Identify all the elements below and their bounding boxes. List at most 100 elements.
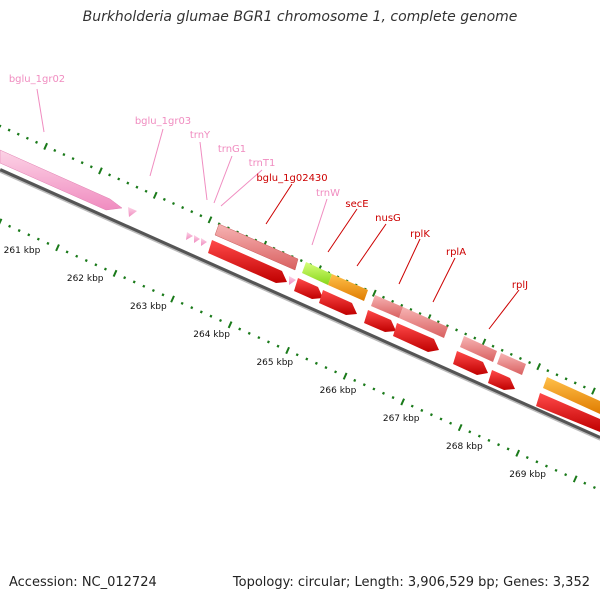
minor-tick [429, 413, 433, 417]
minor-tick [35, 140, 39, 144]
minor-tick [546, 369, 550, 373]
minor-tick [181, 206, 185, 210]
cds-feature-rplj-b [488, 370, 515, 390]
gene-label: bglu_1g02430 [256, 173, 327, 184]
minor-tick [53, 148, 57, 153]
minor-tick [257, 336, 261, 340]
minor-tick [135, 185, 139, 189]
minor-tick [123, 276, 127, 280]
minor-tick [491, 344, 495, 348]
minor-tick [334, 370, 338, 374]
minor-tick [71, 157, 75, 161]
minor-tick [420, 408, 424, 412]
gene-feature-rpla [399, 307, 448, 338]
label-leaders [36, 88, 520, 330]
orange-feature-sece [328, 274, 368, 301]
minor-tick [436, 320, 440, 324]
rna-feature-trny [186, 232, 193, 240]
major-tick [400, 398, 405, 406]
minor-tick [353, 378, 357, 382]
minor-tick [46, 241, 50, 245]
minor-tick [219, 318, 222, 323]
gene-feature-rplk [371, 295, 403, 318]
minor-tick [400, 303, 404, 307]
kbp-label: 263 kbp [130, 302, 167, 312]
minor-tick [27, 233, 31, 237]
minor-tick [199, 214, 203, 218]
minor-tick [62, 153, 66, 157]
rna-feature-bglu-1gr02 [0, 149, 123, 211]
gene-label: trnG1 [218, 144, 246, 155]
kbp-label: 265 kbp [256, 358, 293, 368]
minor-tick [266, 340, 270, 344]
minor-tick [190, 306, 194, 310]
feature-track [0, 149, 600, 432]
cds-feature-bglu-1g02430 [208, 240, 287, 283]
gene-label: secE [345, 199, 368, 210]
major-tick [536, 363, 542, 371]
gene-label: nusG [375, 213, 401, 224]
minor-tick [439, 417, 443, 421]
cds-feature-sece [294, 278, 323, 299]
kbp-labels: 261 kbp 262 kbp 263 kbp 264 kbp 265 kbp 266 k… [4, 246, 547, 480]
minor-tick [555, 373, 559, 377]
kbp-label: 262 kbp [67, 274, 104, 284]
minor-tick [295, 353, 299, 357]
minor-tick [65, 250, 69, 254]
minor-tick [80, 161, 84, 165]
major-tick [43, 142, 48, 150]
major-tick [515, 449, 521, 457]
rna-feature-trnw [289, 276, 296, 285]
green-feature [302, 262, 332, 285]
minor-tick [7, 128, 11, 132]
minor-tick [25, 136, 29, 140]
minor-tick [238, 327, 242, 331]
cds-feature-rpla [393, 323, 439, 352]
cds-feature-rplk [364, 310, 396, 332]
kbp-label: 268 kbp [446, 442, 483, 452]
rna-feature-trnt1 [201, 238, 207, 246]
minor-tick [554, 468, 558, 472]
minor-tick [17, 229, 21, 233]
gene-label: bglu_1gr02 [9, 74, 65, 85]
minor-tick [190, 210, 194, 214]
major-tick [170, 295, 175, 303]
major-tick [342, 372, 348, 380]
minor-tick [126, 181, 130, 185]
minor-tick [362, 383, 366, 387]
minor-tick [592, 485, 596, 490]
rna-feature-trng1 [194, 235, 200, 243]
gene-label: trnT1 [249, 158, 276, 169]
major-tick [98, 167, 103, 175]
minor-tick [381, 391, 385, 395]
gene-label: rplJ [512, 280, 528, 291]
cds-feature-nusg [319, 290, 357, 315]
major-tick [55, 244, 60, 252]
minor-tick [381, 295, 385, 299]
kbp-label: 267 kbp [383, 414, 420, 424]
minor-tick [455, 328, 459, 332]
cds-feature-rplj-a [453, 351, 488, 375]
major-tick [152, 191, 158, 199]
minor-tick [89, 165, 93, 169]
minor-tick [573, 381, 577, 385]
major-tick [372, 289, 377, 297]
minor-tick [506, 447, 510, 451]
minor-tick [314, 361, 318, 365]
gene-label: trnY [190, 130, 211, 141]
minor-tick [582, 385, 586, 389]
minor-tick [449, 421, 453, 425]
minor-tick [144, 189, 148, 193]
minor-tick [583, 481, 587, 485]
minor-tick [199, 310, 203, 314]
minor-tick [372, 387, 376, 391]
minor-tick [468, 430, 472, 434]
minor-tick [108, 173, 112, 177]
major-tick [457, 423, 463, 432]
minor-tick [324, 366, 328, 370]
minor-tick [487, 438, 491, 442]
minor-tick [535, 460, 539, 464]
minor-tick [418, 312, 422, 316]
major-tick [112, 269, 118, 277]
